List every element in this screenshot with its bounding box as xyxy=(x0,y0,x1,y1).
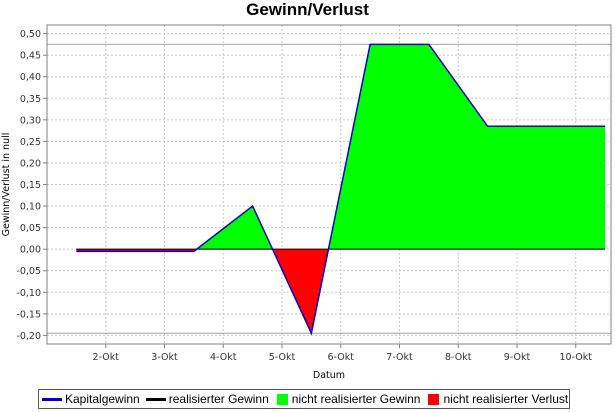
legend-swatch-realisierter-gewinn xyxy=(145,397,166,401)
y-tick-label: 0,15 xyxy=(20,180,41,191)
x-tick-label: 2-Okt xyxy=(93,352,120,363)
y-tick-label: -0,10 xyxy=(16,288,41,299)
legend-label-realisierter-gewinn: realisierter Gewinn xyxy=(168,392,269,406)
plot-border xyxy=(46,24,612,345)
legend-label-nicht-realisierter-gewinn: nicht realisierter Gewinn xyxy=(291,392,421,406)
y-tick-label: -0,05 xyxy=(16,266,41,277)
unrealized-gain-area xyxy=(76,44,606,250)
y-tick-label: 0,30 xyxy=(20,115,41,126)
y-tick-label: 0,50 xyxy=(20,29,41,40)
x-tick-label: 6-Okt xyxy=(328,352,355,363)
x-tick-label: 3-Okt xyxy=(151,352,178,363)
y-tick-label: 0,40 xyxy=(20,72,41,83)
y-tick-label: -0,20 xyxy=(16,331,41,342)
x-tick-label: 5-Okt xyxy=(269,352,296,363)
y-tick-label: 0,20 xyxy=(20,158,41,169)
legend-label-nicht-realisierter-verlust: nicht realisierter Verlust xyxy=(443,392,569,406)
chart-title: Gewinn/Verlust xyxy=(246,0,369,19)
legend-item-nicht-realisierter-verlust: nicht realisierter Verlust xyxy=(426,392,568,406)
y-tick-label: 0,10 xyxy=(20,202,41,213)
x-axis-title: Datum xyxy=(313,370,345,381)
legend-item-nicht-realisierter-gewinn: nicht realisierter Gewinn xyxy=(275,392,421,406)
legend-item-realisierter-gewinn: realisierter Gewinn xyxy=(145,392,269,406)
y-tick-label: -0,15 xyxy=(16,309,41,320)
x-tick-label: 9-Okt xyxy=(504,352,531,363)
y-tick-label: 0,05 xyxy=(20,223,41,234)
y-tick-label: 0,35 xyxy=(20,94,41,105)
x-tick-label: 7-Okt xyxy=(386,352,413,363)
y-tick-label: 0,45 xyxy=(20,51,41,62)
x-tick-label: 4-Okt xyxy=(210,352,237,363)
legend-swatch-nicht-realisierter-verlust xyxy=(428,393,440,405)
chart-plot: -0,20 -0,15 -0,10 -0,05 0,00 0,05 0,10 0,15 0,20… xyxy=(1,24,612,381)
y-axis-title: Gewinn/Verlust in null xyxy=(1,133,12,237)
legend-swatch-nicht-realisierter-gewinn xyxy=(276,393,288,405)
legend: Kapitalgewinn realisierter Gewinn nicht … xyxy=(38,389,570,409)
y-tick-label: 0,00 xyxy=(20,245,41,256)
capital-gain-line xyxy=(76,43,606,336)
legend-item-kapitalgewinn: Kapitalgewinn xyxy=(42,392,140,406)
y-tick-label: 0,25 xyxy=(20,137,41,148)
legend-swatch-kapitalgewinn xyxy=(42,397,62,401)
x-tick-label: 8-Okt xyxy=(445,352,472,363)
x-tick-label: 10-Okt xyxy=(560,352,593,363)
legend-label-kapitalgewinn: Kapitalgewinn xyxy=(65,392,140,406)
